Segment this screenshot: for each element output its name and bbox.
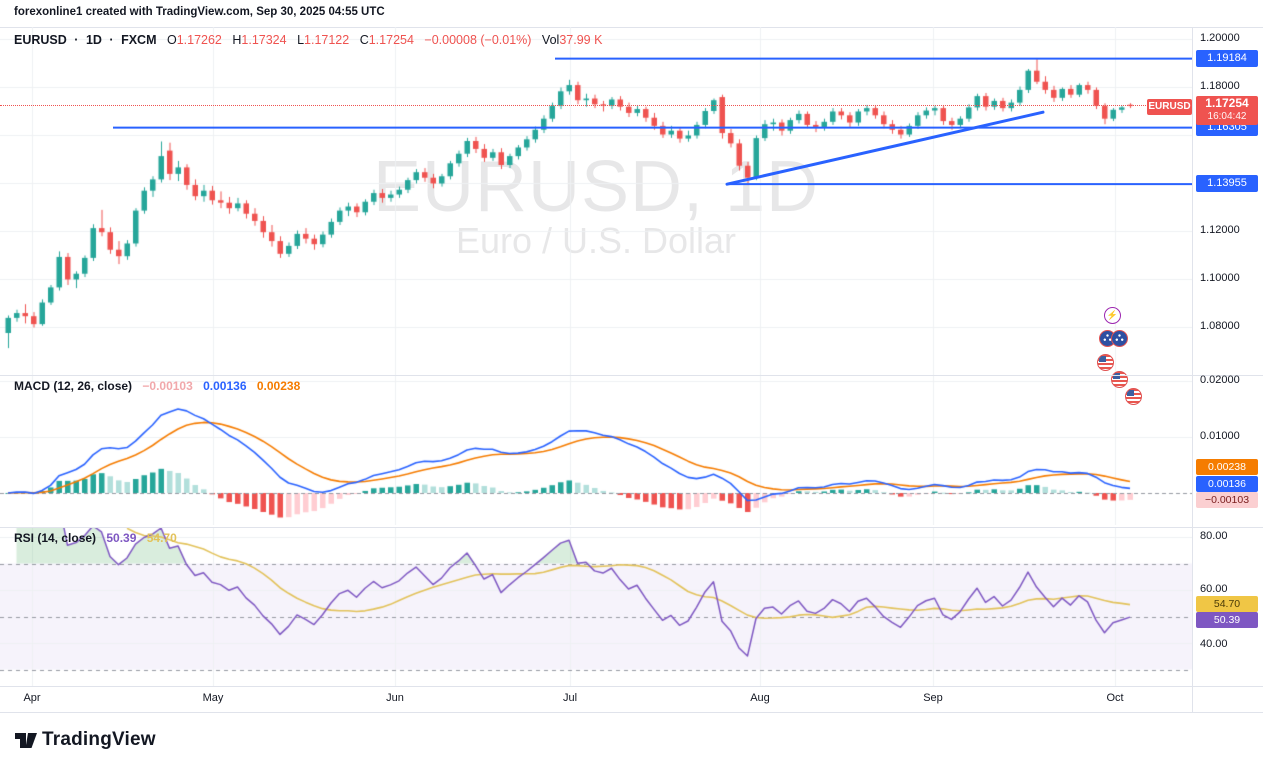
- rsi-value-badge: 50.39: [1196, 612, 1258, 628]
- macd-signal-badge: 0.00238: [1196, 459, 1258, 475]
- legend-timeframe: 1D: [85, 33, 102, 47]
- price-tick-1-12[interactable]: 1.12000: [1200, 224, 1240, 236]
- month-label-jun[interactable]: Jun: [386, 692, 404, 704]
- macd-signal-value: 0.00238: [256, 379, 301, 393]
- rsi-legend[interactable]: RSI (14, close) 50.39 54.70: [14, 531, 177, 545]
- last-price-badge: 1.17254 16:04:42: [1196, 96, 1258, 125]
- macd-pane-canvas[interactable]: [0, 375, 1192, 525]
- rsi-ma-value: 54.70: [146, 531, 177, 545]
- price-scale-separator: [1192, 27, 1193, 712]
- month-label-may[interactable]: May: [202, 692, 224, 704]
- tradingview-logo-icon[interactable]: [14, 728, 38, 752]
- rsi-value: 50.39: [106, 531, 137, 545]
- macd-hist-value: −0.00103: [142, 379, 193, 393]
- rsi-pane-separator[interactable]: [0, 527, 1263, 528]
- close-value: 1.17254: [368, 33, 414, 47]
- open-value: 1.17262: [176, 33, 222, 47]
- price-tick-1-20[interactable]: 1.20000: [1200, 32, 1240, 44]
- attribution-text: forexonline1 created with TradingView.co…: [14, 6, 385, 18]
- price-tick-1-08[interactable]: 1.08000: [1200, 320, 1240, 332]
- level-badge-1-19184: 1.19184: [1196, 50, 1258, 67]
- us-event-flag-icon-2[interactable]: [1111, 371, 1128, 388]
- rsi-ma-badge: 54.70: [1196, 596, 1258, 612]
- macd-tick-0-02[interactable]: 0.02000: [1200, 374, 1240, 386]
- symbol-price-label-badge: EURUSD: [1147, 99, 1192, 115]
- macd-tick-0-01[interactable]: 0.01000: [1200, 430, 1240, 442]
- last-price-value: 1.17254: [1205, 96, 1249, 110]
- open-label: O: [166, 33, 177, 47]
- macd-line-badge: 0.00136: [1196, 476, 1258, 492]
- time-axis-separator: [0, 686, 1263, 687]
- rsi-pane-canvas[interactable]: [0, 527, 1192, 686]
- eu-event-flag-icon-2[interactable]: [1111, 330, 1128, 347]
- low-label: L: [297, 33, 305, 47]
- macd-title: MACD (12, 26, close): [14, 379, 133, 393]
- rsi-tick-80[interactable]: 80.00: [1200, 530, 1228, 542]
- drawings-layer[interactable]: [0, 27, 1192, 375]
- month-label-oct[interactable]: Oct: [1106, 692, 1124, 704]
- low-value: 1.17122: [304, 33, 350, 47]
- month-label-apr[interactable]: Apr: [23, 692, 41, 704]
- legend-symbol: EURUSD: [14, 33, 67, 47]
- price-tick-1-10[interactable]: 1.10000: [1200, 272, 1240, 284]
- change-value: −0.00008 (−0.01%): [424, 33, 532, 47]
- volume-value: 37.99 K: [559, 33, 603, 47]
- trend-line[interactable]: [725, 110, 1045, 186]
- last-price-line: [0, 105, 1192, 106]
- us-event-flag-icon-3[interactable]: [1125, 388, 1142, 405]
- close-label: C: [359, 33, 369, 47]
- month-label-jul[interactable]: Jul: [562, 692, 578, 704]
- legend-sep2: ·: [109, 33, 114, 47]
- economic-event-icon[interactable]: ⚡: [1104, 307, 1121, 324]
- rsi-tick-40[interactable]: 40.00: [1200, 638, 1228, 650]
- high-label: H: [232, 33, 242, 47]
- bar-countdown: 16:04:42: [1207, 111, 1247, 122]
- month-label-sep[interactable]: Sep: [923, 692, 943, 704]
- level-badge-1-13955: 1.13955: [1196, 175, 1258, 192]
- macd-pane-separator[interactable]: [0, 375, 1263, 376]
- symbol-legend[interactable]: EURUSD · 1D · FXCM O1.17262 H1.17324 L1.…: [14, 33, 602, 47]
- month-label-aug[interactable]: Aug: [750, 692, 770, 704]
- rsi-title: RSI (14, close): [14, 531, 97, 545]
- price-pane-canvas[interactable]: [0, 27, 1192, 375]
- price-tick-1-18[interactable]: 1.18000: [1200, 80, 1240, 92]
- macd-line-value: 0.00136: [203, 379, 247, 393]
- tradingview-brand-text[interactable]: TradingView: [42, 729, 156, 750]
- macd-legend[interactable]: MACD (12, 26, close) −0.00103 0.00136 0.…: [14, 379, 300, 393]
- volume-label: Vol: [541, 33, 560, 47]
- high-value: 1.17324: [241, 33, 287, 47]
- macd-hist-badge: −0.00103: [1196, 492, 1258, 508]
- rsi-tick-60[interactable]: 60.00: [1200, 583, 1228, 595]
- legend-exchange: FXCM: [121, 33, 157, 47]
- chart-bottom-frame: [0, 712, 1263, 713]
- us-event-flag-icon[interactable]: [1097, 354, 1114, 371]
- legend-sep1: ·: [74, 33, 79, 47]
